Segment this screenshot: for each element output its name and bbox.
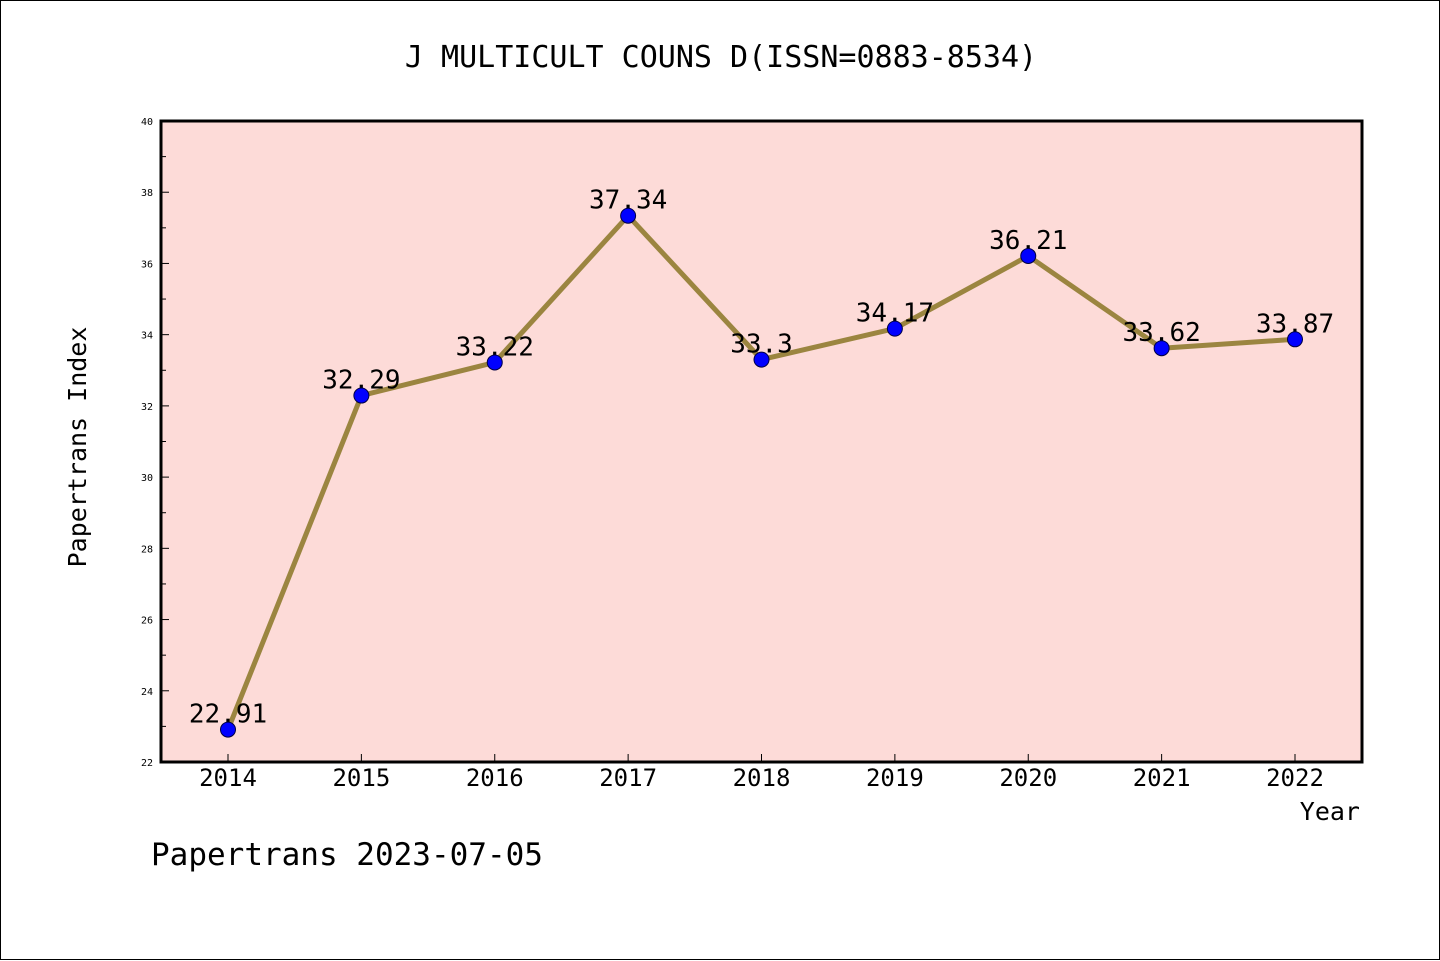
data-point xyxy=(220,721,236,738)
data-point xyxy=(886,320,903,337)
y-tick-label: 26 xyxy=(141,616,153,627)
footer-text: Papertrans 2023-07-05 xyxy=(151,837,543,873)
x-tick-label: 2016 xyxy=(466,764,524,792)
x-tick-label: 2017 xyxy=(599,764,657,792)
x-axis-label: Year xyxy=(1300,797,1360,826)
data-point xyxy=(353,387,370,404)
x-tick-label: 2015 xyxy=(332,764,390,792)
x-tick-label: 2018 xyxy=(733,764,791,792)
y-tick-label: 22 xyxy=(141,758,153,769)
y-tick-label: 24 xyxy=(141,687,153,698)
x-tick-label: 2014 xyxy=(199,764,257,792)
data-point xyxy=(753,351,770,368)
y-tick-label: 36 xyxy=(141,259,153,270)
chart-title: J MULTICULT COUNS D(ISSN=0883-8534) xyxy=(405,40,1037,75)
data-point xyxy=(486,354,503,371)
y-tick-label: 32 xyxy=(141,402,153,413)
data-point xyxy=(1020,247,1037,264)
y-tick-label: 40 xyxy=(141,117,153,128)
x-tick-label: 2022 xyxy=(1266,764,1324,792)
x-tick-label: 2020 xyxy=(999,764,1057,792)
y-tick-label: 34 xyxy=(141,331,153,342)
x-tick-label: 2021 xyxy=(1133,764,1191,792)
y-axis-label: Papertrans Index xyxy=(63,327,92,568)
y-tick-label: 28 xyxy=(141,544,153,555)
data-point xyxy=(1287,331,1303,348)
y-tick-label: 30 xyxy=(141,473,153,484)
plot-area xyxy=(159,119,1364,764)
x-axis: 2014 2015 2016 2017 2018 2019 2020 2021 2022 xyxy=(199,754,1324,792)
x-tick-label: 2019 xyxy=(866,764,924,792)
data-point xyxy=(1153,340,1170,357)
data-point xyxy=(620,207,637,224)
y-tick-label: 38 xyxy=(141,188,153,199)
y-axis: 22 24 26 28 30 32 34 36 38 40 xyxy=(141,117,169,769)
